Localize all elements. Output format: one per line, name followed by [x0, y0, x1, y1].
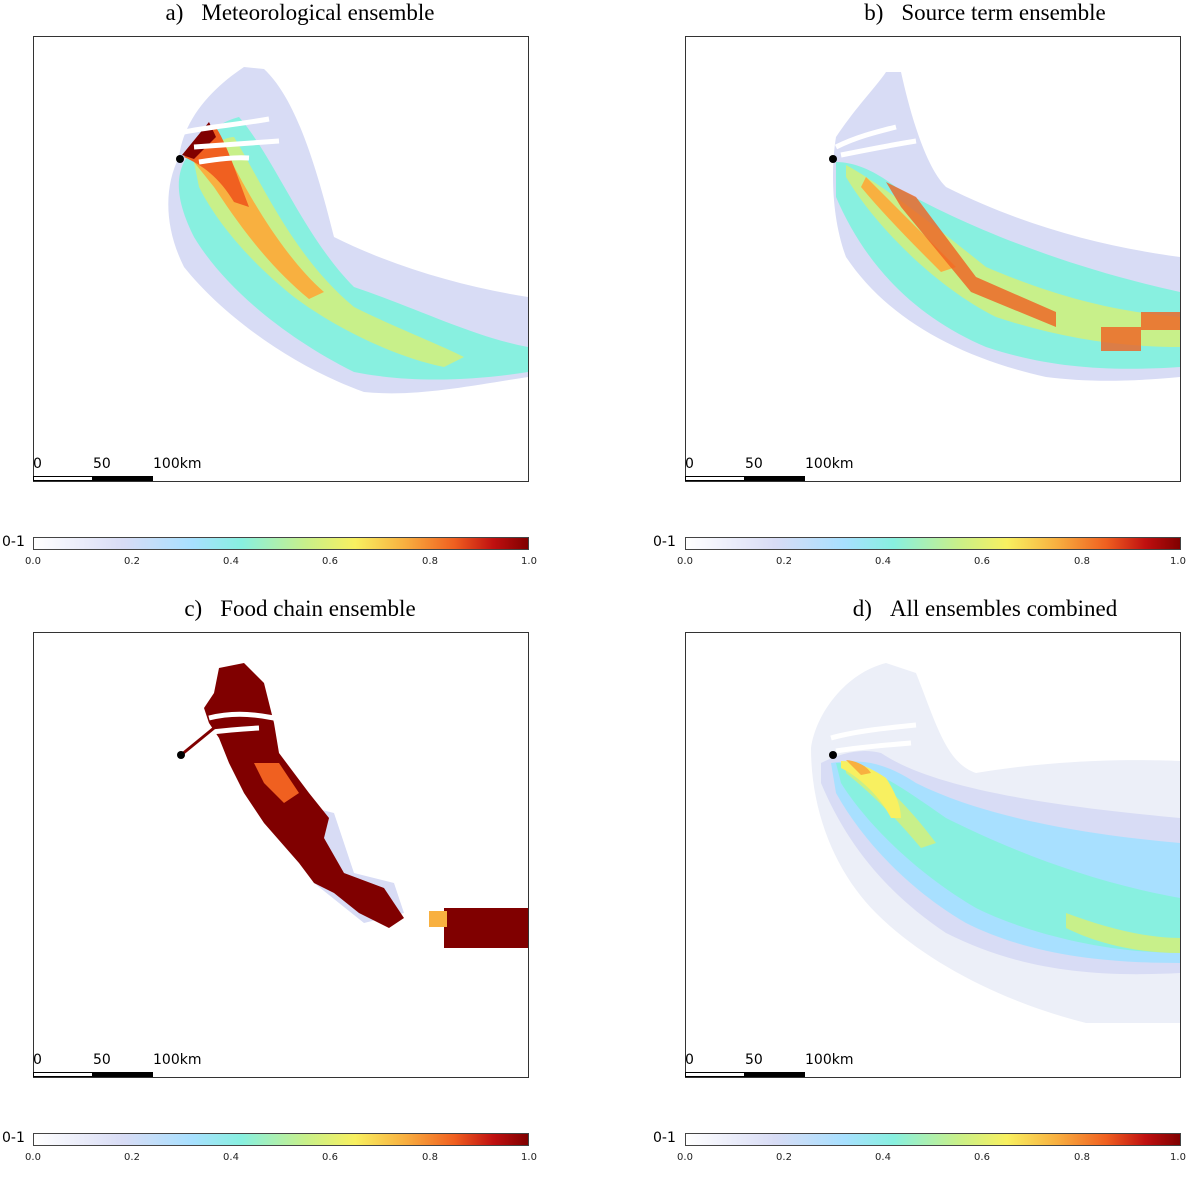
scale-mid-label: 50: [93, 1052, 111, 1068]
coastline: [830, 722, 917, 754]
colorbar-tick: 0.4: [875, 556, 891, 567]
colorbar-tick: 0.4: [223, 556, 239, 567]
plume-blue: [178, 117, 528, 380]
colorbar-tick: 0.6: [322, 1152, 338, 1163]
colorbar-tick: 1.0: [1170, 556, 1186, 567]
plume-orange-3: [1101, 327, 1141, 351]
plume-orange: [254, 763, 299, 803]
scale-end-label: 100km: [153, 456, 202, 472]
scale-zero-label: 0: [685, 456, 694, 472]
colorbar-prefix: 0-1: [2, 534, 25, 550]
panel-title: b) Source term ensemble: [864, 0, 1106, 25]
colorbar: [33, 537, 529, 550]
scale-mid-label: 50: [745, 1052, 763, 1068]
source-point: [176, 155, 184, 163]
colorbar-tick: 0.4: [875, 1152, 891, 1163]
plume-cyan: [836, 763, 1180, 953]
colorbar: [33, 1133, 529, 1146]
plume-orange-2: [886, 182, 1056, 327]
scale-bar-black: [93, 476, 153, 481]
scale-bar-black: [745, 1072, 805, 1077]
colorbar-tick: 0.2: [776, 556, 792, 567]
scale-bar-white: [33, 1072, 93, 1077]
scale-zero-label: 0: [33, 456, 42, 472]
source-point: [829, 155, 837, 163]
panel-all-combined: d) All ensembles combined 0 50 100km 0-1 …: [600, 596, 1200, 1180]
colorbar-tick: 1.0: [1170, 1152, 1186, 1163]
colorbar-tick: 0.8: [422, 1152, 438, 1163]
panel-title: a) Meteorological ensemble: [165, 0, 435, 25]
plume-tail-orange: [429, 911, 447, 927]
scale-end-label: 100km: [153, 1052, 202, 1068]
colorbar-tick: 0.2: [124, 1152, 140, 1163]
map-frame: [685, 632, 1181, 1078]
colorbar: [685, 1133, 1181, 1146]
map-frame: [33, 632, 529, 1078]
panel-title: d) All ensembles combined: [852, 596, 1118, 621]
panel-title: c) Food chain ensemble: [184, 596, 416, 621]
colorbar-prefix: 0-1: [2, 1130, 25, 1146]
source-point: [829, 751, 837, 759]
plume-dark: [204, 663, 404, 928]
source-link: [180, 726, 215, 757]
panel-meteorological: a) Meteorological ensemble 0 50 100km 0-1…: [0, 0, 600, 584]
plume-core: [182, 122, 216, 159]
plume-map: [829, 72, 1180, 381]
scale-zero-label: 0: [685, 1052, 694, 1068]
colorbar-tick: 0.2: [776, 1152, 792, 1163]
colorbar-tick: 1.0: [521, 556, 537, 567]
colorbar-tick: 1.0: [521, 1152, 537, 1163]
plume-orange-1: [861, 177, 956, 272]
coastline: [183, 116, 280, 165]
plume-map: [177, 663, 528, 948]
colorbar-tick: 0.8: [1074, 556, 1090, 567]
colorbar-tick: 0.0: [677, 556, 693, 567]
map-frame: [33, 36, 529, 482]
plume-map: [811, 663, 1180, 1023]
colorbar-tick: 0.0: [677, 1152, 693, 1163]
colorbar-tick: 0.4: [223, 1152, 239, 1163]
panel-food-chain: c) Food chain ensemble 0 50 100km 0-1 0.0…: [0, 596, 600, 1180]
map-frame: [685, 36, 1181, 482]
scale-bar-white: [33, 476, 93, 481]
scale-end-label: 100km: [805, 456, 854, 472]
colorbar-tick: 0.6: [974, 556, 990, 567]
scale-bar-black: [93, 1072, 153, 1077]
colorbar-tick: 0.2: [124, 556, 140, 567]
scale-end-label: 100km: [805, 1052, 854, 1068]
source-point: [177, 751, 185, 759]
coastline: [834, 124, 917, 158]
colorbar-tick: 0.6: [322, 556, 338, 567]
scale-bar-white: [685, 1072, 745, 1077]
colorbar-prefix: 0-1: [653, 1130, 676, 1146]
plume-orange-4: [1141, 312, 1180, 330]
colorbar-tick: 0.0: [25, 1152, 41, 1163]
scale-mid-label: 50: [745, 456, 763, 472]
colorbar-tick: 0.8: [422, 556, 438, 567]
colorbar-prefix: 0-1: [653, 534, 676, 550]
colorbar-tick: 0.0: [25, 556, 41, 567]
plume-yellow: [194, 137, 464, 367]
scale-bar-black: [745, 476, 805, 481]
colorbar-tick: 0.6: [974, 1152, 990, 1163]
colorbar: [685, 537, 1181, 550]
plume-map: [168, 67, 528, 394]
plume-orange: [846, 760, 871, 775]
scale-mid-label: 50: [93, 456, 111, 472]
plume-tail: [444, 908, 528, 948]
scale-zero-label: 0: [33, 1052, 42, 1068]
colorbar-tick: 0.8: [1074, 1152, 1090, 1163]
plume-yellow: [841, 761, 901, 818]
scale-bar-white: [685, 476, 745, 481]
panel-source-term: b) Source term ensemble 0 50 100km 0-1 0.…: [600, 0, 1200, 584]
